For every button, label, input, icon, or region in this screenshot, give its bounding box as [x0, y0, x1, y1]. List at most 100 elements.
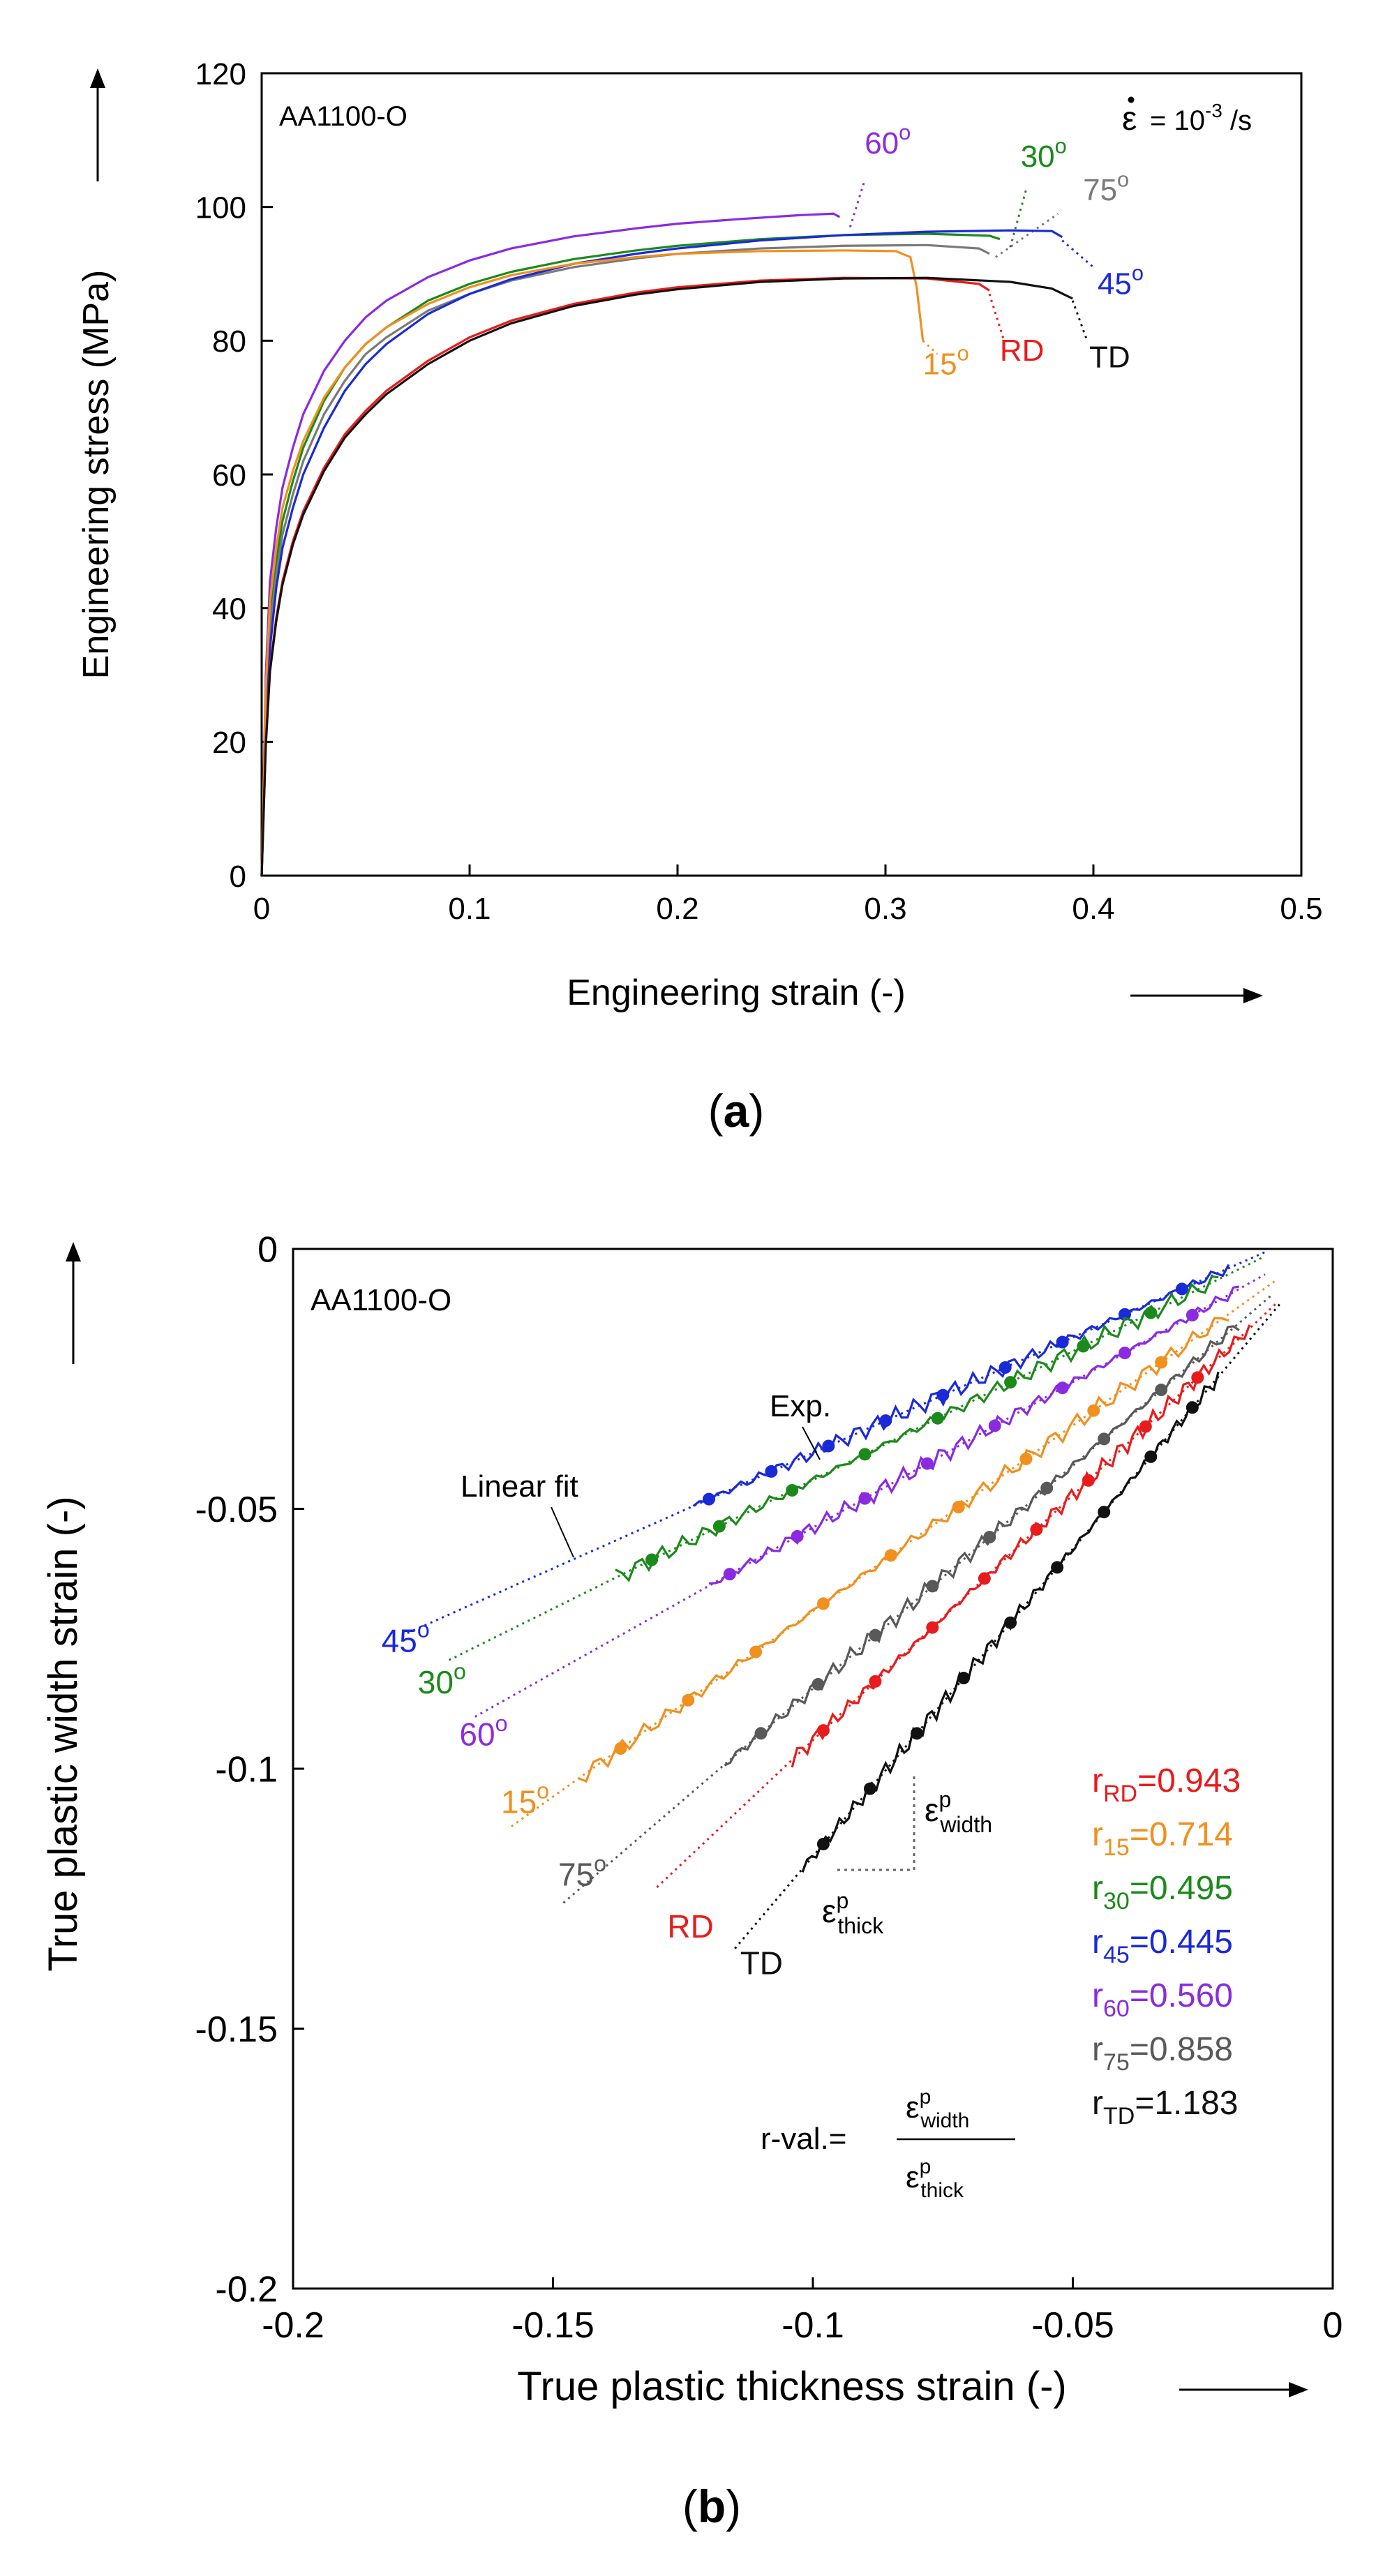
a-y-tick-label: 60	[212, 458, 246, 493]
r-symbol: r	[1092, 2031, 1103, 2068]
b-x-tick-label: -0.1	[782, 2305, 844, 2346]
series-label-rd: RD	[667, 1908, 713, 1945]
marker-rd	[978, 1572, 991, 1585]
marker-td	[911, 1727, 923, 1740]
leader-30	[1009, 186, 1029, 248]
a-x-tick-label: 0.1	[448, 892, 491, 926]
degree-mark: o	[537, 1779, 549, 1804]
marker-30	[786, 1483, 799, 1497]
series-label-text: 60	[865, 126, 899, 160]
series-label-text: 75	[1083, 173, 1117, 207]
marker-75	[1040, 1481, 1054, 1495]
leader-45	[1061, 239, 1094, 269]
y-axis-label-a: Engineering stress (MPa)	[76, 270, 117, 680]
marker-60	[723, 1568, 736, 1581]
exp-curve-75	[724, 1325, 1240, 1767]
den-sup: p	[920, 2155, 932, 2178]
marker-45	[765, 1465, 778, 1478]
eps-thick-sub: thick	[837, 1913, 884, 1938]
a-y-tick-label: 120	[195, 57, 246, 91]
x-axis-arrow-b	[1179, 2382, 1308, 2397]
series-label-15: 15o	[923, 340, 969, 381]
degree-mark: o	[957, 340, 969, 365]
series-label-rd: RD	[1000, 334, 1045, 368]
marker-60	[988, 1419, 1001, 1432]
r-value-30: r30=0.495	[1092, 1870, 1233, 1915]
r-symbol: r	[1092, 1816, 1103, 1853]
r-subscript: 60	[1103, 1995, 1130, 2022]
series-label-text: 30	[418, 1664, 454, 1700]
marker-td	[863, 1782, 876, 1795]
den-symbol: ε	[906, 2160, 920, 2194]
marker-45	[879, 1414, 892, 1428]
series-group-b	[407, 1251, 1282, 1949]
series-label-text: 15	[923, 347, 957, 381]
marker-60	[858, 1492, 872, 1505]
eps-thick-annotation: εp thick	[822, 1888, 884, 1938]
marker-30	[712, 1520, 726, 1533]
r-number: =0.495	[1130, 1870, 1233, 1907]
tick-group-b: -0.2 -0.15 -0.1 -0.05 0 -0.2 -0.15 -0.1 -0.05 0	[195, 1230, 1343, 2346]
panel-b-chart: -0.2 -0.15 -0.1 -0.05 0 -0.2 -0.15 -0.1 -0.05 0 4…	[40, 1230, 1343, 2532]
r-value-rd: rRD=0.943	[1092, 1762, 1241, 1807]
exp-curve-rd	[791, 1324, 1251, 1768]
strain-rate-epsilon: ε	[1122, 100, 1137, 137]
strain-rate-unit: /s	[1222, 105, 1252, 136]
material-label-a: AA1100-O	[279, 101, 407, 132]
b-x-tick-label: -0.2	[262, 2305, 324, 2346]
eps-thick-symbol: ε	[822, 1893, 837, 1929]
marker-15	[614, 1742, 627, 1755]
series-group-a	[260, 179, 1094, 876]
series-label-text: RD	[1000, 334, 1045, 368]
b-y-tick-label: -0.05	[195, 1490, 278, 1530]
linear-fit-75	[562, 1295, 1271, 1904]
series-label-75: 75o	[558, 1851, 606, 1893]
marker-45	[703, 1492, 715, 1506]
marker-75	[1098, 1432, 1111, 1446]
marker-15	[816, 1597, 830, 1610]
series-label-text: 75	[558, 1857, 594, 1893]
curve-td	[260, 276, 1073, 876]
marker-75	[812, 1677, 825, 1691]
r-symbol: r	[1092, 2085, 1103, 2122]
y-axis-label-b: True plastic width strain (-)	[40, 1496, 86, 1971]
marker-30	[931, 1411, 944, 1425]
strain-rate-text: = 10-3 /s	[1150, 100, 1252, 136]
leader-rd	[988, 293, 1005, 341]
degree-mark: o	[454, 1658, 466, 1684]
marker-45	[1175, 1282, 1188, 1296]
curve-60	[260, 212, 841, 876]
b-y-tick-label: -0.15	[195, 2009, 278, 2050]
marker-15	[884, 1549, 897, 1562]
marker-30	[858, 1448, 872, 1461]
r-value-td: rTD=1.183	[1092, 2085, 1238, 2129]
a-y-tick-label: 100	[195, 191, 246, 225]
marker-rd	[1191, 1371, 1204, 1384]
marker-15	[1019, 1452, 1033, 1465]
marker-75	[983, 1531, 996, 1544]
den-sub: thick	[920, 2179, 964, 2202]
series-label-text: RD	[667, 1908, 713, 1945]
exp-label: Exp.	[770, 1389, 831, 1423]
series-label-text: 45	[382, 1622, 417, 1658]
series-label-text: 15	[501, 1783, 537, 1820]
marker-75	[754, 1727, 768, 1740]
leader-75	[995, 213, 1059, 258]
marker-15	[682, 1693, 695, 1707]
eps-width-symbol: ε	[925, 1792, 939, 1828]
formula-numerator: εp width	[906, 2085, 969, 2132]
strain-rate-value: = 10	[1150, 105, 1205, 136]
r-value-list: rRD=0.943r15=0.714r30=0.495r45=0.445r60=…	[1092, 1762, 1241, 2129]
series-label-td: TD	[1089, 340, 1130, 375]
y-axis-arrow-a	[90, 68, 105, 181]
series-label-45: 45o	[1098, 260, 1144, 301]
r-symbol: r	[1092, 1924, 1103, 1961]
r-symbol: r	[1092, 1977, 1103, 2014]
marker-rd	[926, 1621, 939, 1634]
marker-rd	[1082, 1474, 1095, 1487]
r-value-15: r15=0.714	[1092, 1816, 1233, 1861]
marker-60	[1119, 1347, 1131, 1360]
series-label-text: 45	[1098, 267, 1132, 301]
degree-mark: o	[495, 1711, 508, 1736]
